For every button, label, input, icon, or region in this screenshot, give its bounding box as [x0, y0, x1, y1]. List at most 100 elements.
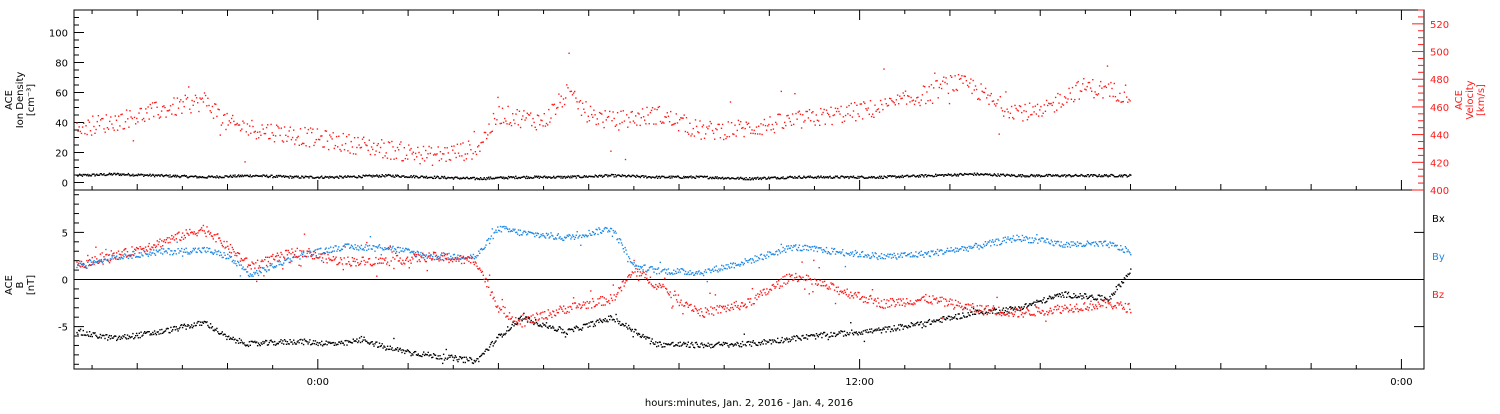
- by-point: [739, 265, 740, 266]
- by-point: [149, 252, 150, 253]
- velocity-point: [938, 97, 939, 98]
- bx-point: [987, 312, 988, 313]
- velocity-point: [110, 116, 111, 117]
- velocity-point: [345, 143, 346, 144]
- velocity-point: [250, 133, 251, 134]
- bx-point: [860, 334, 861, 335]
- by-point: [936, 253, 937, 254]
- bx-point: [623, 324, 624, 325]
- velocity-point: [940, 84, 941, 85]
- bx-point: [870, 331, 871, 332]
- velocity-point: [133, 140, 134, 141]
- by-point: [1023, 240, 1024, 241]
- velocity-point: [349, 152, 350, 153]
- by-point: [572, 234, 573, 235]
- velocity-point: [387, 158, 388, 159]
- velocity-point: [1124, 92, 1125, 93]
- bx-point: [281, 343, 282, 344]
- velocity-point: [409, 149, 410, 150]
- velocity-point: [80, 131, 81, 132]
- bz-point: [333, 256, 334, 257]
- bx-point: [587, 323, 588, 324]
- bx-point: [1043, 297, 1044, 298]
- bz-point: [355, 265, 356, 266]
- by-point: [586, 235, 587, 236]
- by-point: [1117, 245, 1118, 246]
- bz-point: [256, 281, 257, 282]
- velocity-point: [1013, 118, 1014, 119]
- bz-point: [300, 265, 301, 266]
- density-point: [453, 178, 454, 179]
- by-point: [658, 267, 659, 268]
- bx-point: [853, 334, 854, 335]
- by-point: [223, 257, 224, 258]
- velocity-point: [316, 139, 317, 140]
- by-point: [717, 270, 718, 271]
- velocity-point: [206, 105, 207, 106]
- velocity-point: [309, 146, 310, 147]
- by-point: [303, 252, 304, 253]
- bx-point: [953, 318, 954, 319]
- bx-point: [963, 315, 964, 316]
- velocity-point: [383, 143, 384, 144]
- by-point: [1052, 241, 1053, 242]
- velocity-point: [1083, 78, 1084, 79]
- density-point: [290, 176, 291, 177]
- bx-point: [359, 337, 360, 338]
- by-point: [923, 257, 924, 258]
- by-point: [234, 260, 235, 261]
- bx-point: [973, 308, 974, 309]
- bx-point: [228, 336, 229, 337]
- bx-point: [875, 330, 876, 331]
- by-point: [470, 255, 471, 256]
- by-point: [205, 250, 206, 251]
- bx-point: [453, 360, 454, 361]
- bz-point: [343, 269, 344, 270]
- velocity-point: [153, 116, 154, 117]
- density-point: [711, 178, 712, 179]
- density-point: [1091, 174, 1092, 175]
- by-point: [1004, 240, 1005, 241]
- velocity-point: [588, 116, 589, 117]
- by-point: [189, 253, 190, 254]
- velocity-point: [188, 86, 189, 87]
- by-point: [212, 252, 213, 253]
- bx-point: [474, 360, 475, 361]
- density-point: [615, 174, 616, 175]
- bx-point: [82, 334, 83, 335]
- bx-point: [345, 340, 346, 341]
- by-point: [956, 251, 957, 252]
- velocity-point: [1111, 88, 1112, 89]
- bx-point: [254, 341, 255, 342]
- bx-point: [608, 316, 609, 317]
- by-point: [229, 255, 230, 256]
- by-point: [227, 254, 228, 255]
- by-point: [159, 249, 160, 250]
- by-point: [829, 252, 830, 253]
- bx-point: [658, 345, 659, 346]
- velocity-point: [1110, 82, 1111, 83]
- bx-point: [894, 325, 895, 326]
- by-point: [171, 250, 172, 251]
- velocity-point: [474, 131, 475, 132]
- by-point: [1078, 245, 1079, 246]
- density-point: [525, 178, 526, 179]
- bx-point: [360, 342, 361, 343]
- velocity-point: [993, 100, 994, 101]
- velocity-point: [378, 143, 379, 144]
- bz-point: [225, 247, 226, 248]
- velocity-point: [134, 117, 135, 118]
- bx-point: [117, 339, 118, 340]
- density-point: [379, 175, 380, 176]
- bz-point: [210, 232, 211, 233]
- bx-point: [962, 312, 963, 313]
- by-point: [656, 273, 657, 274]
- by-point: [1128, 251, 1129, 252]
- bx-point: [866, 331, 867, 332]
- density-point: [154, 176, 155, 177]
- density-point: [764, 177, 765, 178]
- bx-point: [387, 346, 388, 347]
- bx-point: [1051, 298, 1052, 299]
- by-point: [776, 251, 777, 252]
- velocity-point: [1084, 89, 1085, 90]
